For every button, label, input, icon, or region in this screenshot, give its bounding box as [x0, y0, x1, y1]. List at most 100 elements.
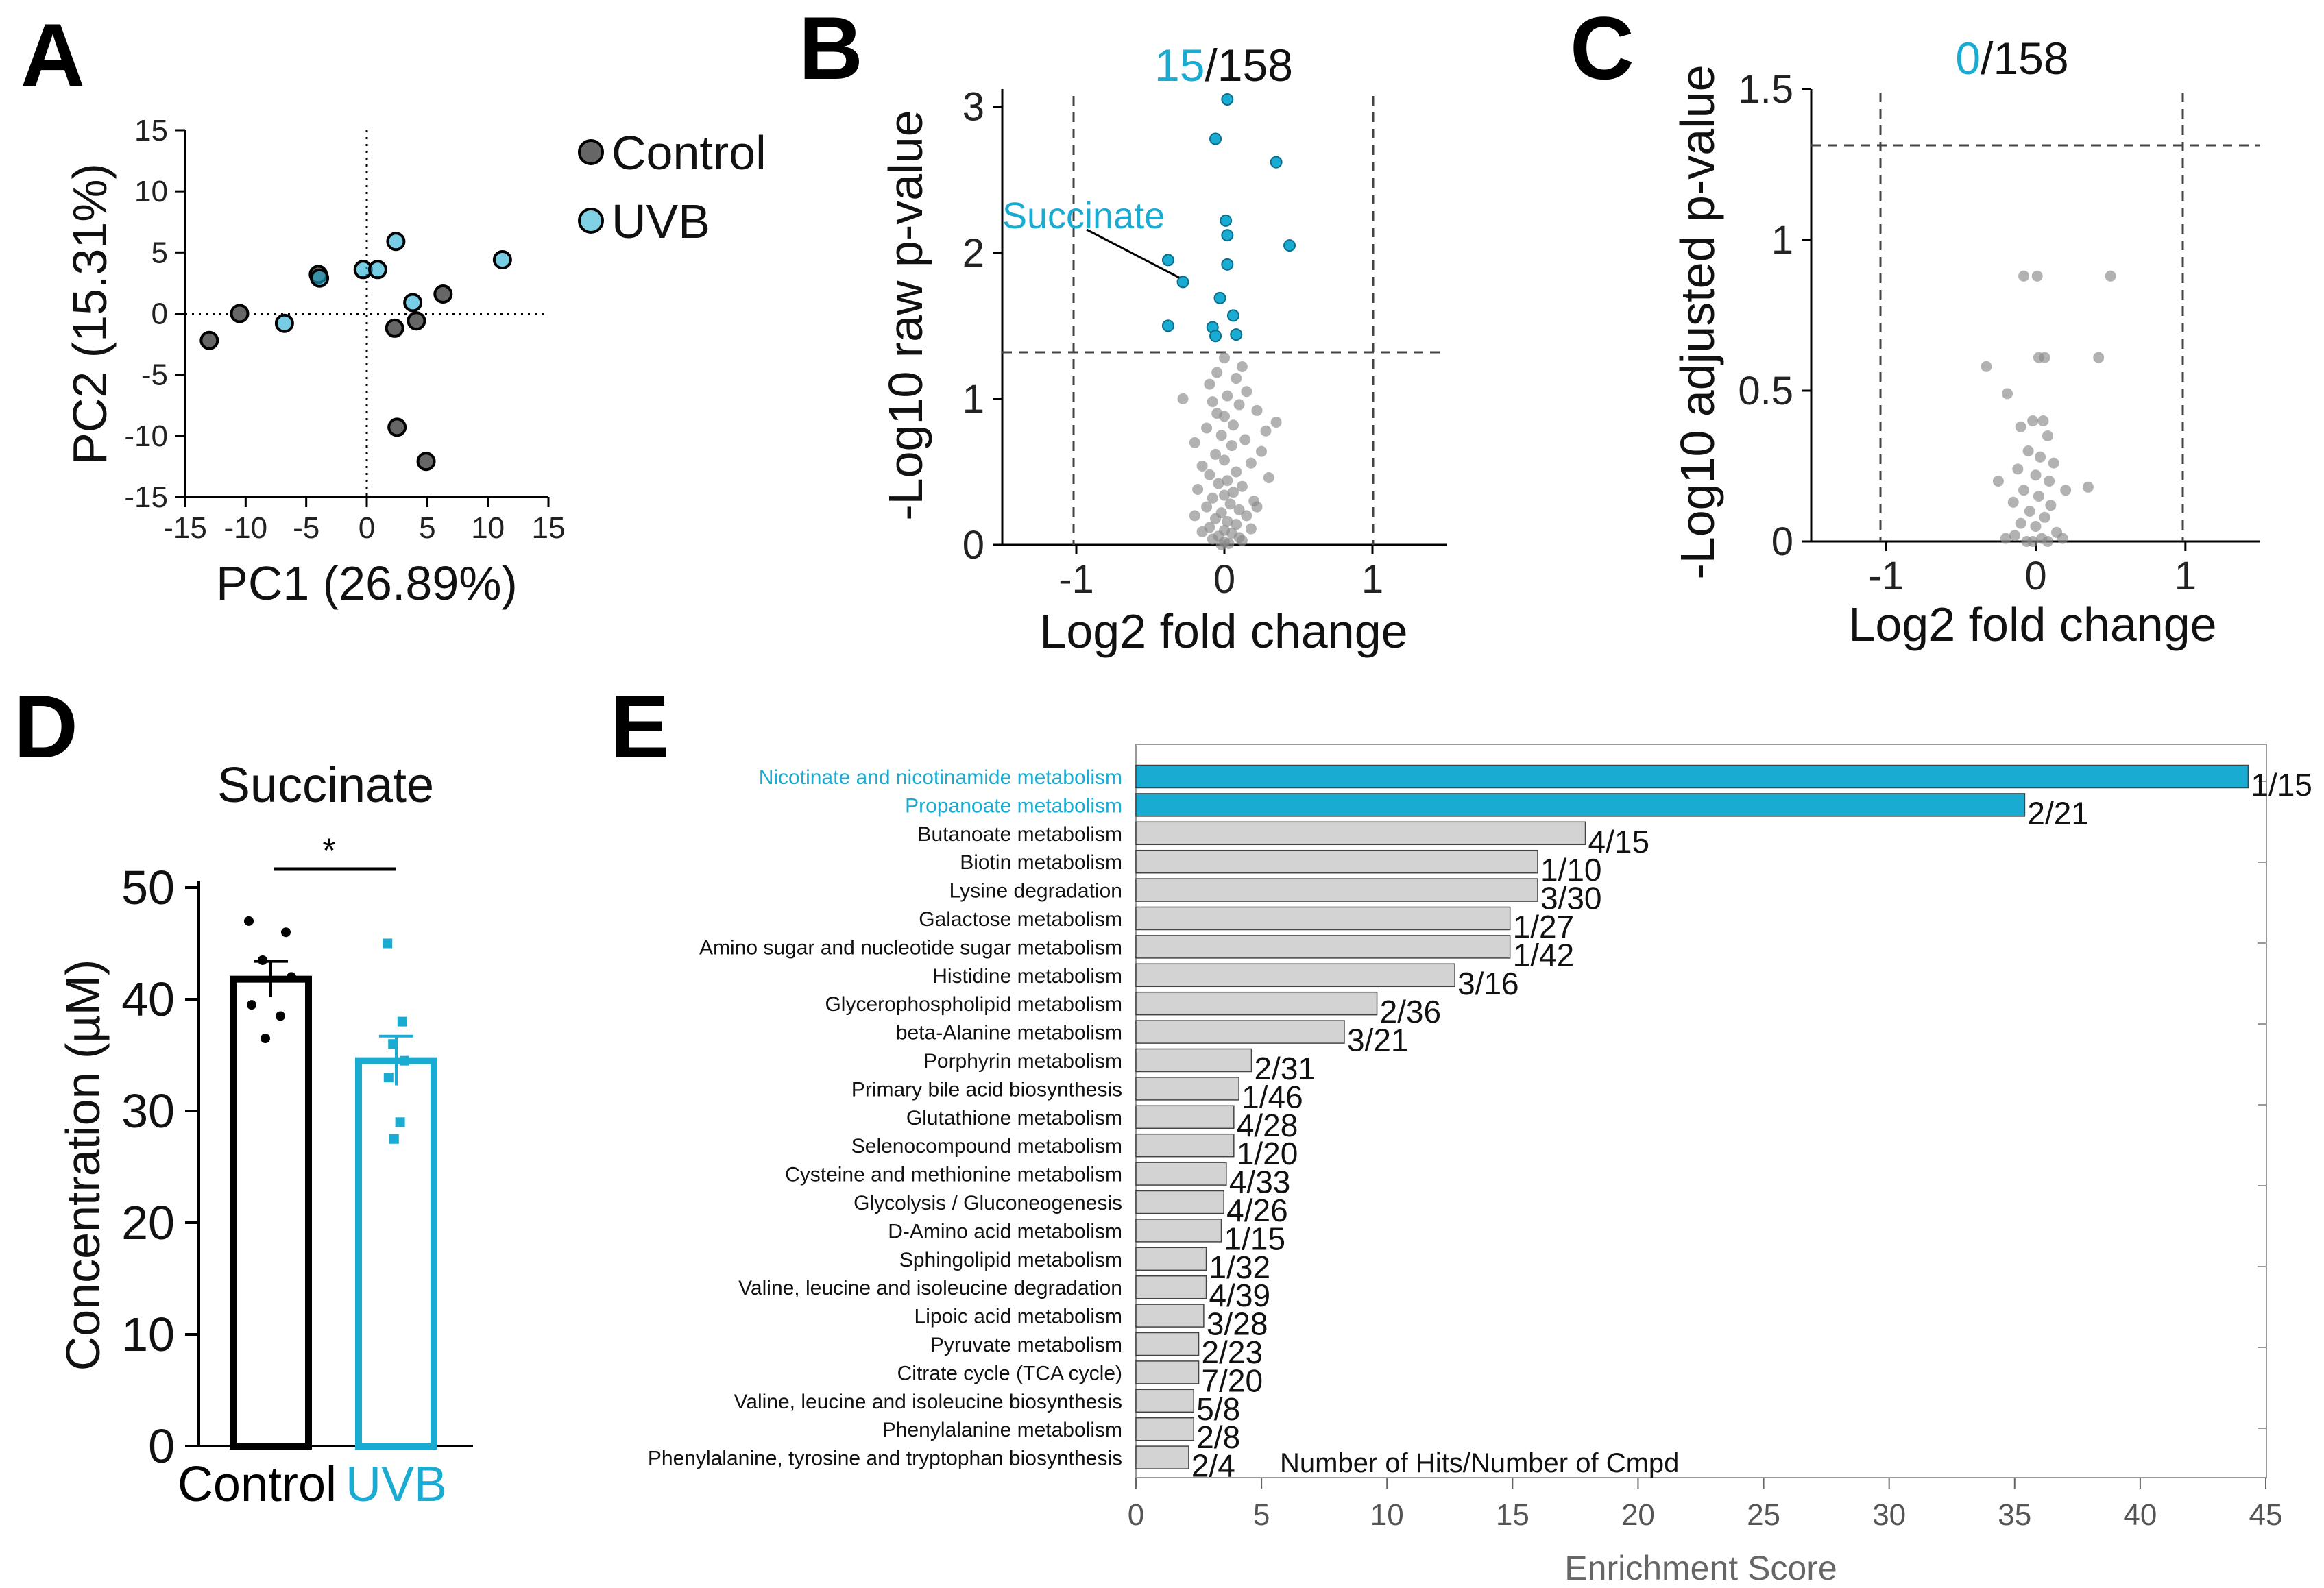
volcano-b-point-ns: [1227, 419, 1239, 431]
hits-label: 1/10: [1540, 852, 1602, 888]
volcano-c-point-ns: [2035, 451, 2046, 463]
bar-d-ticks: 0 10 20 30 40 50: [121, 861, 199, 1473]
enrichment-bar: [1135, 1077, 1239, 1101]
enrichment-bar: [1135, 1417, 1194, 1441]
hits-label: 1/46: [1242, 1079, 1303, 1114]
volcano-b-point-sig: [1209, 132, 1222, 145]
pathway-label: D-Amino acid metabolism: [888, 1220, 1122, 1243]
volcano-b-point-ns: [1222, 475, 1233, 487]
pathway-label: Valine, leucine and isoleucine biosynthe…: [734, 1391, 1122, 1413]
volcano-b-point-sig: [1220, 214, 1233, 227]
succinate-leader-line: [1086, 228, 1180, 279]
enrichment-bar: [1135, 849, 1538, 874]
volcano-c-x-tick-label: 0: [2024, 554, 2046, 598]
hits-label: 2/21: [2027, 795, 2089, 831]
volcano-b-point-ns: [1224, 498, 1236, 510]
volcano-b-point-ns: [1210, 448, 1222, 460]
pathway-label: Amino sugar and nucleotide sugar metabol…: [699, 936, 1122, 959]
pca-x-tick-label: -15: [163, 511, 207, 545]
volcano-b-point-ns: [1251, 404, 1263, 416]
bar-point-uvb: [389, 1134, 399, 1144]
enrichment-bar: [1135, 1133, 1235, 1158]
volcano-b-point-ns: [1196, 460, 1208, 472]
volcano-c-y-tick-label: 1: [1771, 218, 1793, 262]
volcano-b-total: /158: [1205, 40, 1292, 90]
volcano-c-point-ns: [2030, 521, 2042, 532]
volcano-b-point-ns: [1207, 492, 1218, 504]
volcano-b-x-label: Log2 fold change: [1039, 604, 1407, 658]
hits-label: 2/31: [1254, 1051, 1316, 1086]
enrichment-x-label: Enrichment Score: [1564, 1549, 1837, 1587]
pca-point-control: [387, 417, 407, 437]
enrichment-bar: [1135, 1105, 1235, 1129]
volcano-b-point-ns: [1219, 352, 1230, 364]
volcano-c-point-ns: [2060, 485, 2072, 496]
volcano-b-points: [1161, 93, 1296, 550]
volcano-c-ticks: -1 0 1 0 0.5 1 1.5: [1738, 67, 2196, 598]
volcano-b-point-sig: [1221, 93, 1234, 106]
volcano-b-point-ns: [1189, 510, 1200, 522]
volcano-b-ticks: -1 0 1 0 1 2 3: [963, 85, 1383, 602]
volcano-b-point-ns: [1231, 466, 1242, 478]
pca-point-uvb: [386, 232, 406, 252]
volcano-c-sig-count: 0: [1955, 33, 1981, 84]
pca-points: [199, 232, 512, 472]
pca-x-tick-label: 5: [419, 511, 435, 545]
pathway-label: Valine, leucine and isoleucine degradati…: [738, 1277, 1122, 1299]
volcano-c-point-ns: [2037, 415, 2049, 426]
pathway-label: Selenocompound metabolism: [851, 1135, 1122, 1158]
hits-label: 1/15: [1224, 1221, 1286, 1256]
volcano-c-point-ns: [2031, 270, 2043, 282]
enrichment-bar: [1135, 821, 1586, 846]
enrichment-bar: [1135, 906, 1511, 931]
enrichment-bar: [1135, 935, 1511, 959]
volcano-c-point-ns: [2039, 352, 2050, 363]
volcano-b-point-sig: [1161, 319, 1174, 332]
volcano-b-point-ns: [1211, 367, 1223, 378]
volcano-c-point-ns: [2027, 536, 2039, 547]
pathway-label: Glycerophospholipid metabolism: [825, 993, 1122, 1016]
pca-point-control: [416, 452, 436, 472]
volcano-c-x-tick-label: -1: [1868, 554, 1904, 598]
panel-letter-a: A: [21, 5, 85, 105]
volcano-b-point-sig: [1221, 229, 1234, 242]
volcano-c-point-ns: [2015, 421, 2026, 432]
bar-point-control: [244, 916, 254, 926]
enrichment-bar: [1135, 1445, 1189, 1469]
enrichment-bars: Nicotinate and nicotinamide metabolism 1/…: [648, 764, 2312, 1484]
legend-uvb-label: UVB: [612, 195, 710, 248]
pca-point-uvb: [367, 260, 387, 280]
enrichment-x-tick-label: 10: [1370, 1498, 1404, 1532]
enrichment-bar: [1135, 1247, 1207, 1271]
volcano-c-point-ns: [2045, 500, 2057, 511]
bar-point-uvb: [383, 1073, 394, 1083]
bar-d-bars: Control UVB: [178, 916, 447, 1512]
hits-label: 3/28: [1207, 1306, 1268, 1342]
pathway-label: Lipoic acid metabolism: [915, 1306, 1122, 1328]
volcano-b-point-sig: [1209, 330, 1222, 343]
volcano-b-point-sig: [1226, 309, 1239, 322]
volcano-b-point-ns: [1213, 478, 1224, 489]
hits-label: 3/30: [1540, 881, 1602, 916]
volcano-b-point-ns: [1222, 515, 1233, 527]
volcano-b-point-ns: [1233, 504, 1245, 515]
pca-x-label: PC1 (26.89%): [216, 557, 518, 610]
pca-y-tick-label: -5: [141, 358, 168, 392]
pathway-label: Butanoate metabolism: [917, 823, 1122, 846]
enrichment-x-tick-label: 0: [1128, 1498, 1144, 1532]
bar-d-y-tick-label: 50: [121, 861, 175, 914]
volcano-b-point-sig: [1213, 291, 1226, 304]
succinate-annotation: Succinate: [1002, 195, 1165, 236]
volcano-b-point-ns: [1219, 489, 1230, 501]
enrichment-bar: [1135, 1219, 1222, 1243]
volcano-b-point-ns: [1239, 434, 1251, 445]
panel-b-volcano-raw: -1 0 1 0 1 2 3 Succinate 15/158 Log2 fold chan…: [879, 40, 1447, 658]
pca-x-tick-label: 15: [532, 511, 566, 545]
pathway-label: Histidine metabolism: [932, 965, 1122, 988]
volcano-b-point-ns: [1204, 469, 1215, 480]
bar-point-control: [258, 955, 267, 965]
enrichment-x-tick-label: 15: [1496, 1498, 1529, 1532]
volcano-c-point-ns: [2024, 506, 2035, 517]
enrichment-legend-note: Number of Hits/Number of Cmpd: [1280, 1448, 1679, 1478]
